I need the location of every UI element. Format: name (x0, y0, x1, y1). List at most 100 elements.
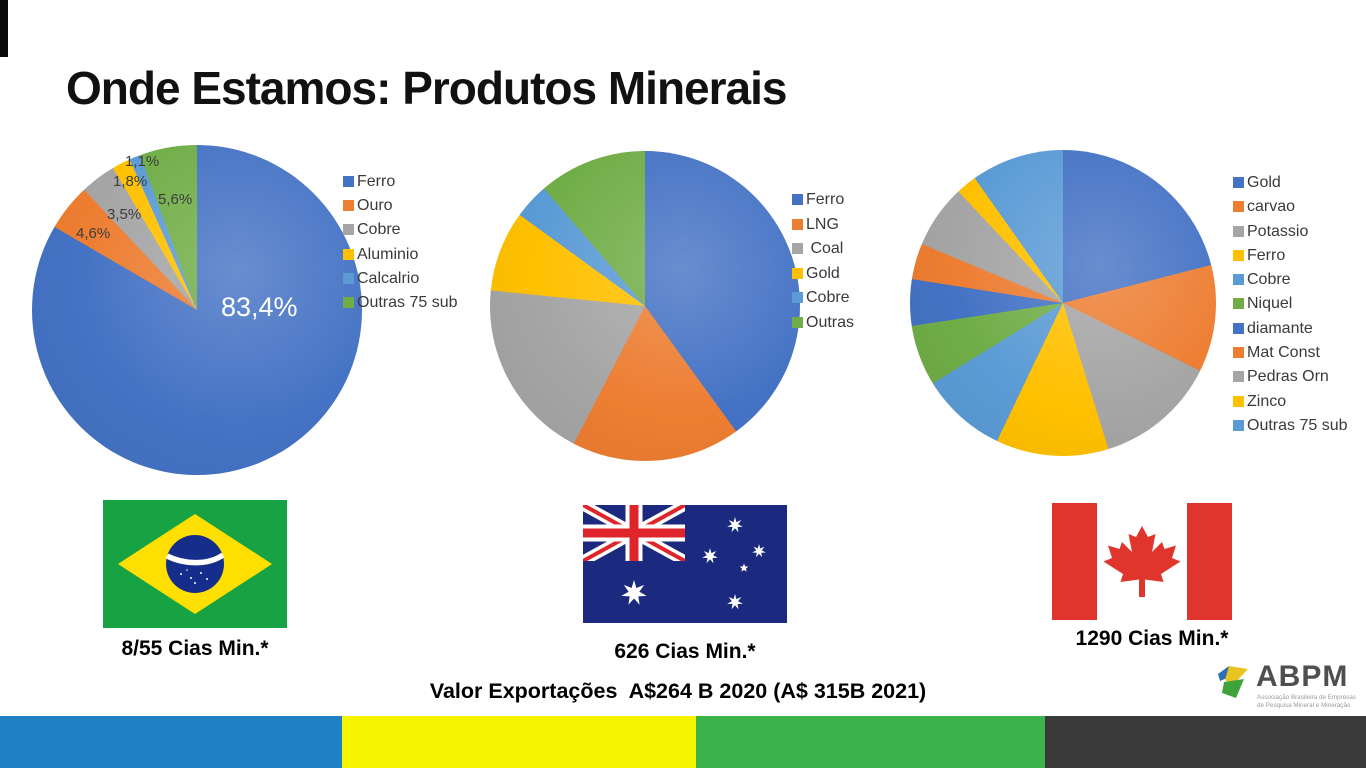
legend-swatch (792, 292, 803, 303)
pie2-legend: Ferro LNG Coal Gold Cobre Outras (792, 188, 854, 335)
legend-swatch (1233, 322, 1244, 334)
legend-label: Aluminio (357, 245, 419, 263)
legend-item: Ouro (343, 194, 458, 218)
star-delta (752, 544, 766, 558)
legend-swatch (343, 248, 354, 260)
legend-label: Gold (806, 264, 840, 282)
legend-label: Outras 75 sub (357, 294, 458, 312)
legend-item: Cobre (1233, 268, 1348, 292)
pie1-legend: Ferro Ouro Cobre Aluminio Calcalrio Outr… (343, 170, 458, 315)
legend-label: Ferro (1247, 246, 1286, 264)
legend-item: Outras 75 sub (343, 291, 458, 315)
legend-swatch (343, 272, 354, 284)
legend-label: diamante (1247, 319, 1313, 337)
legend-label: Outras (806, 313, 855, 331)
legend-label: Cobre (806, 289, 850, 306)
legend-label: Cobre (1247, 271, 1291, 289)
legend-item: Ferro (1233, 244, 1348, 268)
footer-bar-yellow (342, 716, 696, 768)
legend-swatch (792, 218, 803, 230)
legend-item: Zinco (1233, 390, 1348, 414)
legend-item: Aluminio (343, 243, 458, 267)
pie1-label-aluminio: 1,8% (113, 173, 148, 190)
legend-label: Ferro (357, 173, 396, 190)
legend-item: Ferro (343, 170, 458, 194)
legend-swatch (1233, 177, 1244, 188)
pie1-label-calcalrio: 1,1% (125, 153, 160, 170)
legend-label: Pedras Orn (1247, 368, 1329, 386)
exports-note: Valor Exportações A$264 B 2020 (A$ 315B … (429, 679, 927, 703)
legend-label: LNG (806, 215, 839, 233)
star-beta (702, 548, 718, 564)
legend-swatch (792, 316, 803, 328)
caption-australia: 626 Cias Min.* (614, 640, 756, 663)
legend-label: carvao (1247, 198, 1296, 216)
star-epsilon (739, 563, 749, 572)
legend-item: Gold (1233, 171, 1348, 195)
pie-chart-australia (490, 151, 800, 461)
legend-label: Calcalrio (357, 269, 420, 287)
legend-swatch (1233, 249, 1244, 261)
legend-label: Zinco (1247, 392, 1287, 410)
abpm-logo: ABPM Associação Brasileira de Empresas d… (1210, 656, 1362, 716)
legend-swatch (1233, 419, 1244, 431)
legend-swatch (1233, 371, 1244, 383)
legend-item: Cobre (343, 218, 458, 242)
legend-swatch (343, 224, 354, 236)
legend-swatch (792, 243, 803, 254)
commonwealth-star (621, 580, 647, 605)
legend-item: LNG (792, 213, 854, 238)
canada-flag (1052, 503, 1232, 620)
legend-label: Ouro (357, 197, 393, 215)
footer-color-bar (0, 716, 1366, 768)
legend-item: Gold (792, 262, 854, 287)
legend-swatch (1233, 395, 1244, 407)
brazil-flag (103, 500, 287, 628)
footer-bar-blue (0, 716, 342, 768)
abpm-logo-text: ABPM (1256, 660, 1349, 693)
legend-swatch (1233, 298, 1244, 310)
legend-swatch (1233, 201, 1244, 213)
legend-label: Mat Const (1247, 344, 1320, 362)
abpm-logo-map-icon (1218, 666, 1248, 698)
abpm-tagline-line1: Associação Brasileira de Empresas (1257, 694, 1357, 701)
pie1-label-ouro: 4,6% (76, 225, 111, 242)
legend-swatch (1233, 274, 1244, 286)
legend-swatch (343, 200, 354, 212)
legend-item: Cobre (792, 286, 854, 311)
pie3-legend: Gold carvao Potassio Ferro Cobre Niquel … (1233, 171, 1348, 438)
pie-chart-brazil (32, 145, 362, 475)
legend-label: Potassio (1247, 222, 1309, 240)
caption-canada: 1290 Cias Min.* (1075, 627, 1229, 650)
legend-label: Cobre (357, 221, 401, 239)
star-gamma (727, 517, 743, 533)
footer-bar-dark (1045, 716, 1366, 768)
legend-item: carvao (1233, 195, 1348, 219)
pie1-label-ferro: 83,4% (221, 292, 298, 322)
legend-item: Outras (792, 311, 854, 336)
footer-bar-green (696, 716, 1045, 768)
abpm-tagline-line2: de Pesquisa Mineral e Mineração (1257, 702, 1351, 709)
legend-item: Ferro (792, 188, 854, 213)
legend-label: Niquel (1247, 295, 1293, 313)
legend-swatch (792, 267, 803, 279)
legend-item: Pedras Orn (1233, 365, 1348, 389)
caption-brazil: 8/55 Cias Min.* (121, 637, 269, 660)
legend-label: Outras 75 sub (1247, 416, 1348, 434)
legend-item: Potassio (1233, 220, 1348, 244)
legend-item: Outras 75 sub (1233, 414, 1348, 438)
legend-item: Coal (792, 237, 854, 262)
legend-swatch (1233, 225, 1244, 237)
legend-swatch (343, 297, 354, 309)
legend-label: Gold (1247, 174, 1281, 191)
star-alpha (727, 594, 743, 610)
pie1-label-cobre: 3,5% (107, 206, 142, 223)
legend-item: Mat Const (1233, 341, 1348, 365)
corner-artifact (0, 0, 8, 57)
legend-label: Ferro (806, 191, 845, 208)
australia-flag (583, 505, 787, 623)
legend-item: diamante (1233, 317, 1348, 341)
pie1-label-outras: 5,6% (158, 191, 193, 208)
legend-swatch (343, 176, 354, 187)
legend-label: Coal (806, 240, 844, 257)
